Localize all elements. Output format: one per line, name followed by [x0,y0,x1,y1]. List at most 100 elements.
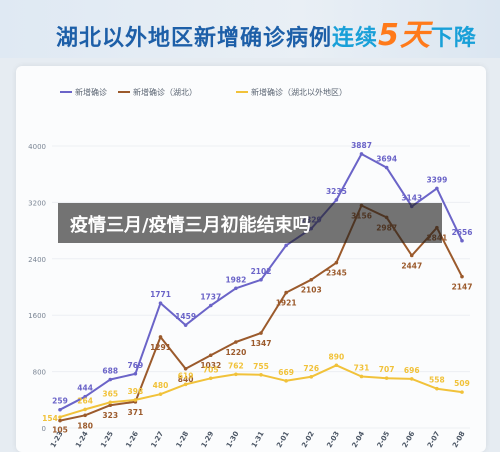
data-point [460,390,464,394]
data-label: 769 [128,361,144,370]
y-tick-label: 800 [33,369,46,377]
data-label: 154 [42,414,58,423]
data-point [133,371,138,376]
data-point [359,152,364,156]
x-tick-label-group: 2-01 [275,430,291,449]
data-label: 2103 [301,286,322,295]
data-label: 669 [278,368,294,377]
x-tick-label: 1-29 [200,430,216,449]
data-point [58,407,62,412]
data-point [83,407,87,412]
headline-part-c: 5天 [378,18,431,53]
y-tick-label: 3200 [28,199,46,207]
x-tick-label: 2-02 [300,430,316,449]
data-point [108,377,113,382]
y-tick-label: 0 [42,425,46,433]
data-label: 1737 [200,293,221,302]
data-label: 259 [52,397,68,406]
data-label: 480 [153,381,169,390]
data-point [133,398,138,402]
data-label: 180 [77,421,93,430]
data-point [83,413,87,418]
x-tick-label-group: 2-07 [426,430,442,449]
gridlines [52,145,470,429]
data-label: 1921 [276,299,297,308]
x-tick-label-group: 1-27 [150,430,166,449]
data-labels: 2594446887691771145917371982210228293235… [42,141,472,435]
data-label: 1771 [150,290,171,299]
data-point [183,366,188,371]
data-label: 1982 [225,275,246,284]
x-tick-label: 2-01 [275,430,291,449]
data-point [58,415,62,419]
y-tick-label: 1600 [28,312,46,320]
data-point [309,277,314,282]
x-tick-label: 2-06 [401,430,417,449]
data-point [83,394,87,399]
data-point [183,382,188,387]
data-point [284,243,288,248]
data-point [58,418,62,423]
legend: 新增确诊 新增确诊（湖北） 新增确诊（湖北以外地区） [60,87,347,97]
data-label: 2102 [251,267,272,276]
data-label: 509 [454,379,470,388]
data-point [409,377,414,381]
data-point [259,278,263,282]
data-label: 705 [203,365,219,374]
data-label: 264 [77,396,93,405]
data-point [284,379,288,383]
data-point [309,375,314,379]
series-lines [58,152,464,423]
data-label: 2447 [401,261,422,270]
data-point [460,274,464,279]
x-tick-label-group: 1-30 [225,430,241,449]
data-point [234,340,238,344]
headline: 湖北以外地区新增确诊病例连续5天下降 [56,10,477,54]
x-tick-label-group: 2-04 [351,430,367,449]
data-label: 1459 [175,312,196,321]
x-tick-label: 2-03 [325,430,341,449]
data-label: 3399 [426,175,447,184]
legend-label-1: 新增确诊（湖北） [133,87,197,97]
data-point [158,301,163,305]
data-point [208,303,213,308]
data-point [435,186,439,191]
data-label: 696 [404,366,420,375]
y-tick-label: 4000 [28,143,46,151]
data-label: 707 [379,365,395,374]
data-point [208,376,213,381]
data-label: 1291 [150,343,171,352]
legend-label-2: 新增确诊（湖北以外地区） [251,87,347,97]
x-tick-label-group: 2-08 [451,430,467,449]
data-label: 3143 [401,193,422,202]
data-label: 890 [329,352,345,361]
caption-overlay: 疫情三月/疫情三月初能结束吗 [58,203,442,243]
legend-label-0: 新增确诊 [75,87,107,97]
data-label: 762 [228,361,244,370]
data-label: 755 [253,362,269,371]
data-label: 731 [354,363,370,372]
data-label: 840 [178,375,194,384]
data-label: 105 [52,426,68,435]
data-point [334,363,339,368]
data-point [234,372,238,377]
x-axis-tick-labels: 1-23 1-24 1-25 1-26 1-27 1-28 1-29 1-30 1-31 2-01… [49,430,467,449]
data-point [208,353,213,358]
data-label: 444 [77,384,93,393]
x-tick-label: 2-04 [351,430,367,449]
data-label: 323 [102,411,118,420]
data-label: 3887 [351,141,372,150]
caption-text: 疫情三月/疫情三月初能结束吗 [70,215,311,236]
data-point [259,331,263,335]
data-point [158,335,163,339]
x-tick-label-group: 2-02 [300,430,316,449]
data-label: 2147 [452,283,473,292]
title-banner: 湖北以外地区新增确诊病例连续5天下降 [0,0,500,58]
x-tick-label-group: 2-05 [376,430,392,449]
data-point [384,376,389,380]
x-tick-label-group: 2-06 [401,430,417,449]
data-point [409,253,414,258]
data-label: 558 [429,376,445,385]
